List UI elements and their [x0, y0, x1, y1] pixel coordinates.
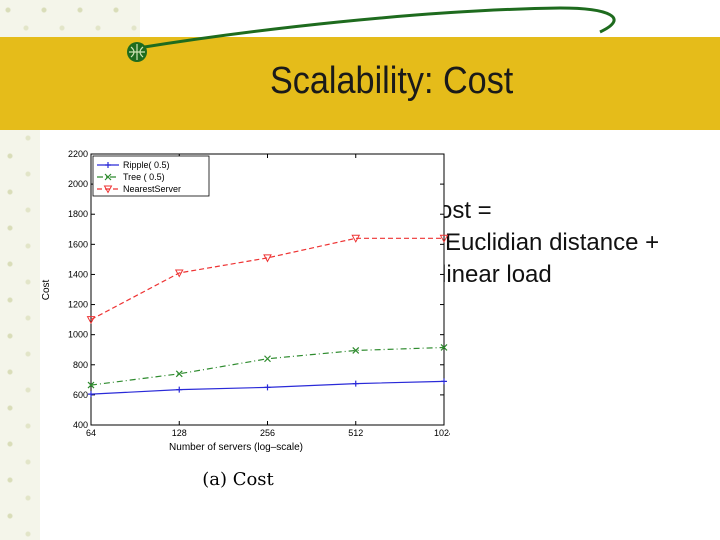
data-point: [88, 391, 94, 398]
data-point: [352, 380, 359, 387]
title-band: [0, 37, 720, 130]
y-tick-label: 400: [73, 420, 88, 430]
y-tick-label: 1200: [68, 300, 88, 310]
y-tick-label: 600: [73, 390, 88, 400]
bullet-line-2: Euclidian distance +: [445, 229, 660, 256]
y-tick-label: 1800: [68, 209, 88, 219]
data-point: [175, 370, 183, 378]
series-nearestserver: [86, 234, 449, 325]
series-tree: [87, 344, 448, 389]
data-point: [264, 355, 271, 363]
chart-legend: Ripple( 0.5) Tree ( 0.5) NearestServer: [92, 155, 210, 197]
x-axis-label: Number of servers (log–scale): [169, 442, 303, 453]
legend-box: [92, 155, 210, 197]
data-point: [104, 173, 112, 181]
bullet-line-3: linear load: [441, 261, 552, 288]
series-ripple: [88, 378, 447, 398]
y-tick-label: 2200: [68, 149, 88, 159]
y-tick-label: 800: [73, 360, 88, 370]
data-point: [105, 162, 111, 168]
data-point: [352, 347, 360, 354]
y-tick-label: 1400: [68, 269, 88, 279]
x-tick-label: 1024: [434, 428, 450, 438]
y-tick-label: 1000: [68, 330, 88, 340]
y-tick-label: 2000: [68, 179, 88, 189]
decorative-pattern-corner: [0, 0, 140, 40]
slide-title: Scalability: Cost: [270, 60, 514, 102]
series-line: [90, 237, 444, 321]
legend-entry-label: NearestServer: [123, 184, 181, 194]
data-point: [174, 269, 184, 278]
data-point: [103, 185, 113, 194]
plot-area: [90, 153, 445, 426]
legend-entry-label: Ripple( 0.5): [123, 160, 170, 170]
data-point: [439, 234, 449, 243]
chart-caption: (a) Cost: [202, 469, 274, 490]
data-point: [264, 384, 271, 391]
x-tick-label: 128: [172, 428, 187, 438]
x-tick-label: 512: [348, 428, 363, 438]
cost-line-chart: 400 600 800 1000 1200 1400 1600 1800 2000 2200 64…: [41, 149, 450, 490]
x-tick-label: 256: [260, 428, 275, 438]
data-point: [440, 344, 448, 351]
x-tick-label: 64: [86, 428, 96, 438]
y-axis-label: Cost: [41, 279, 52, 300]
legend-entry-label: Tree ( 0.5): [123, 172, 165, 182]
y-tick-label: 1600: [68, 239, 88, 249]
data-point: [263, 254, 272, 263]
data-point: [86, 316, 96, 325]
data-point: [87, 381, 95, 389]
data-point: [176, 386, 183, 393]
data-point: [441, 378, 447, 385]
data-point: [351, 234, 361, 243]
